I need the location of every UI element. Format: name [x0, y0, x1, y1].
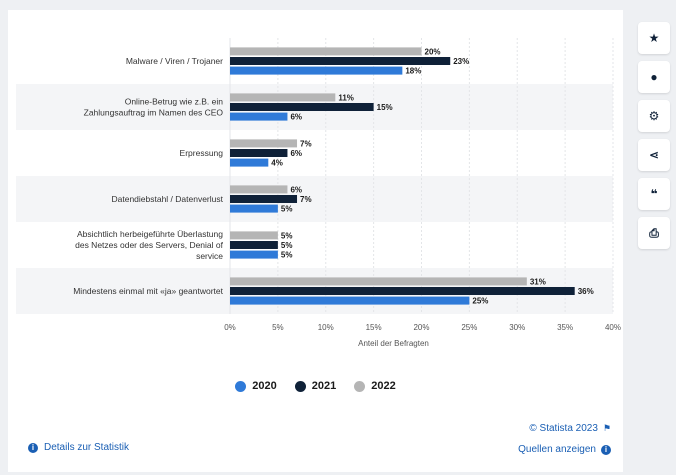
- data-label: 4%: [271, 159, 283, 168]
- sources-label: Quellen anzeigen: [518, 444, 596, 455]
- x-tick-label: 40%: [605, 323, 621, 332]
- bar: [230, 277, 527, 286]
- row-band: [16, 176, 613, 222]
- bar: [230, 296, 470, 305]
- category-label: service: [196, 251, 223, 261]
- bar: [230, 158, 269, 167]
- data-label: 31%: [530, 277, 546, 286]
- legend-item[interactable]: 2022: [354, 380, 396, 392]
- bar: [230, 103, 374, 111]
- data-label: 20%: [425, 47, 441, 56]
- bar: [230, 47, 422, 56]
- x-tick-label: 15%: [366, 323, 382, 332]
- data-label: 7%: [300, 139, 312, 148]
- bar: [230, 204, 278, 213]
- bar: [230, 149, 288, 157]
- data-label: 15%: [377, 103, 393, 112]
- settings-button[interactable]: ⚙: [638, 100, 670, 132]
- details-label: Details zur Statistik: [44, 442, 130, 453]
- share-button[interactable]: ⋖: [638, 139, 670, 171]
- category-label: Zahlungsauftrag im Namen des CEO: [84, 108, 224, 118]
- legend-label: 2021: [311, 380, 337, 392]
- data-label: 6%: [290, 149, 302, 158]
- side-toolbar: ★ ● ⚙ ⋖ ❝ ⎙: [638, 22, 670, 249]
- category-label: Datendiebstahl / Datenverlust: [111, 194, 223, 204]
- info-icon: i: [601, 444, 611, 455]
- bar: [230, 185, 288, 194]
- legend: 2020 2021 2022: [8, 380, 623, 392]
- category-label: Online-Betrug wie z.B. ein: [125, 97, 224, 107]
- bar: [230, 93, 336, 102]
- print-button[interactable]: ⎙: [638, 217, 670, 249]
- legend-marker: [354, 380, 366, 392]
- bar: [230, 241, 278, 249]
- data-label: 6%: [290, 113, 302, 122]
- data-label: 11%: [338, 93, 354, 102]
- bar: [230, 287, 575, 295]
- x-tick-label: 0%: [224, 323, 236, 332]
- data-label: 6%: [290, 185, 302, 194]
- bar: [230, 139, 298, 148]
- x-tick-label: 30%: [509, 323, 525, 332]
- copyright[interactable]: © Statista 2023 ⚑: [529, 423, 611, 434]
- cite-button[interactable]: ❝: [638, 178, 670, 210]
- copyright-text: © Statista 2023: [529, 423, 598, 434]
- star-icon: ★: [648, 31, 660, 45]
- bell-icon: ●: [650, 70, 658, 84]
- legend-label: 2022: [371, 380, 396, 392]
- bar: [230, 57, 451, 65]
- quote-icon: ❝: [650, 187, 658, 201]
- bar: [230, 231, 278, 240]
- bar-chart: 0% 5% 10% 15% 20% 25% 30% 35% 40% Anteil der Befr…: [16, 38, 621, 348]
- legend-marker: [235, 380, 247, 392]
- chart-card: 0% 5% 10% 15% 20% 25% 30% 35% 40% Anteil der Befr…: [8, 10, 623, 472]
- print-icon: ⎙: [649, 225, 659, 240]
- gear-icon: ⚙: [648, 109, 660, 123]
- bar: [230, 112, 288, 121]
- favorite-button[interactable]: ★: [638, 22, 670, 54]
- category-label: des Netzes oder des Servers, Denial of: [75, 240, 224, 250]
- notification-button[interactable]: ●: [638, 61, 670, 93]
- category-label: Mindestens einmal mit «ja» geantwortet: [73, 286, 223, 296]
- details-link[interactable]: i Details zur Statistik: [28, 442, 129, 453]
- data-label: 36%: [578, 287, 594, 296]
- bar: [230, 250, 278, 259]
- data-label: 5%: [281, 251, 293, 260]
- x-tick-label: 20%: [413, 323, 429, 332]
- data-label: 5%: [281, 231, 293, 240]
- info-icon: i: [28, 442, 38, 453]
- category-label: Erpressung: [180, 148, 224, 158]
- data-label: 5%: [281, 241, 293, 250]
- category-label: Absichtlich herbeigeführte Überlastung: [77, 229, 223, 239]
- bar: [230, 195, 298, 203]
- legend-item[interactable]: 2021: [294, 380, 337, 392]
- category-label: Malware / Viren / Trojaner: [126, 56, 223, 66]
- data-label: 5%: [281, 205, 293, 214]
- x-tick-label: 35%: [557, 323, 573, 332]
- x-tick-label: 25%: [461, 323, 477, 332]
- flag-icon: ⚑: [602, 423, 611, 433]
- x-axis-title: Anteil der Befragten: [358, 339, 429, 348]
- x-tick-label: 5%: [272, 323, 284, 332]
- data-label: 23%: [453, 57, 469, 66]
- legend-item[interactable]: 2020: [235, 380, 277, 392]
- data-label: 25%: [472, 297, 488, 306]
- share-icon: ⋖: [648, 148, 660, 162]
- legend-marker: [294, 380, 306, 392]
- sources-link[interactable]: Quellen anzeigen i: [518, 444, 611, 455]
- data-label: 18%: [405, 67, 421, 76]
- x-tick-label: 10%: [318, 323, 334, 332]
- data-label: 7%: [300, 195, 312, 204]
- legend-label: 2020: [252, 380, 277, 392]
- bar: [230, 66, 403, 75]
